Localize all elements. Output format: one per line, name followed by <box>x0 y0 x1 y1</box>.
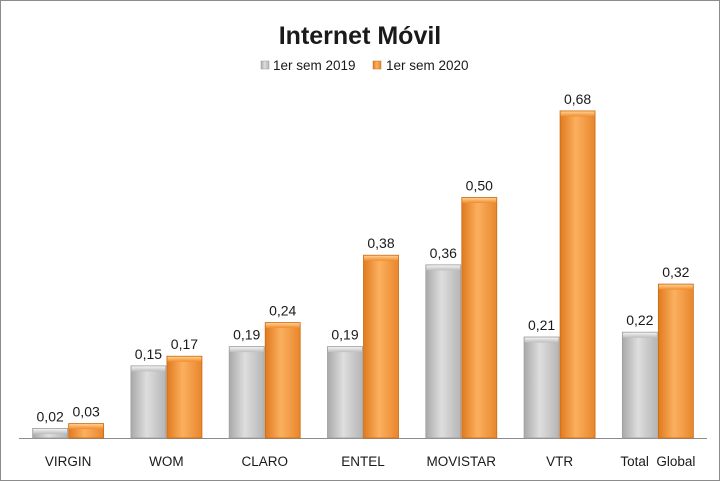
x-tick-label-2: CLARO <box>241 454 288 469</box>
bar-2020-6 <box>657 283 694 439</box>
legend-swatch-2020 <box>372 60 382 70</box>
bar-cap-2020-4 <box>462 198 497 203</box>
data-label-2019-0: 0,02 <box>37 408 64 424</box>
bar-cap-2020-5 <box>560 111 595 117</box>
bar-cap-2019-3 <box>328 347 362 353</box>
data-label-2020-0: 0,03 <box>73 404 100 420</box>
bar-2019-3 <box>327 346 363 439</box>
bar-2019-5 <box>523 336 560 439</box>
bar-2019-1 <box>130 365 167 439</box>
bar-2019-6 <box>621 331 658 439</box>
x-tick-label-6: Total Global <box>620 454 695 469</box>
x-tick-label-1: WOM <box>149 454 184 469</box>
data-label-2019-5: 0,21 <box>528 317 555 333</box>
bar-cap-2019-0 <box>33 428 68 434</box>
data-label-2019-2: 0,19 <box>233 327 260 343</box>
x-tick-label-5: VTR <box>546 454 573 469</box>
bar-cap-2020-1 <box>167 356 202 362</box>
bar-cap-2020-6 <box>658 284 693 290</box>
x-tick-label-0: VIRGIN <box>45 454 92 469</box>
bar-2020-5 <box>559 110 596 439</box>
data-labels-group: 0,02 0,03 0,15 0,17 0,19 0,24 0,19 0,38 0,36 0,50… <box>37 91 690 424</box>
bar-cap-2019-4 <box>426 265 461 271</box>
bar-cap-2020-3 <box>364 255 398 261</box>
legend-label-2020: 1er sem 2020 <box>386 58 469 73</box>
legend-swatch-2019 <box>260 60 270 70</box>
bar-2019-2 <box>228 346 265 439</box>
bar-cap-2019-1 <box>131 366 166 372</box>
data-label-2020-4: 0,50 <box>466 178 493 194</box>
bars-group <box>32 110 694 439</box>
chart-title: Internet Móvil <box>279 22 442 50</box>
data-label-2019-3: 0,19 <box>331 327 358 343</box>
legend-label-2019: 1er sem 2019 <box>273 58 356 73</box>
legend: 1er sem 2019 1er sem 2020 <box>260 58 469 73</box>
data-label-2020-1: 0,17 <box>171 336 198 352</box>
x-tick-labels-group: VIRGIN WOM CLARO ENTEL MOVISTAR VTR Total Glob… <box>45 454 695 469</box>
bar-2020-2 <box>264 322 301 439</box>
data-label-2020-3: 0,38 <box>367 235 394 251</box>
data-label-2019-4: 0,36 <box>430 245 457 261</box>
bar-2019-4 <box>425 264 462 439</box>
x-tick-label-4: MOVISTAR <box>427 454 497 469</box>
bar-2020-3 <box>363 254 399 439</box>
data-label-2020-2: 0,24 <box>269 303 296 319</box>
data-label-2019-1: 0,15 <box>135 346 162 362</box>
bar-cap-2019-5 <box>524 337 559 343</box>
bar-cap-2020-2 <box>265 323 300 329</box>
data-label-2020-6: 0,32 <box>662 264 689 280</box>
data-label-2020-5: 0,68 <box>564 91 591 107</box>
bar-cap-2020-0 <box>69 424 104 430</box>
x-tick-label-3: ENTEL <box>341 454 385 469</box>
bar-2020-4 <box>461 197 498 439</box>
bar-cap-2019-2 <box>229 347 264 353</box>
bar-cap-2019-6 <box>622 332 657 338</box>
bar-2020-1 <box>166 355 203 439</box>
data-label-2019-6: 0,22 <box>626 312 653 328</box>
